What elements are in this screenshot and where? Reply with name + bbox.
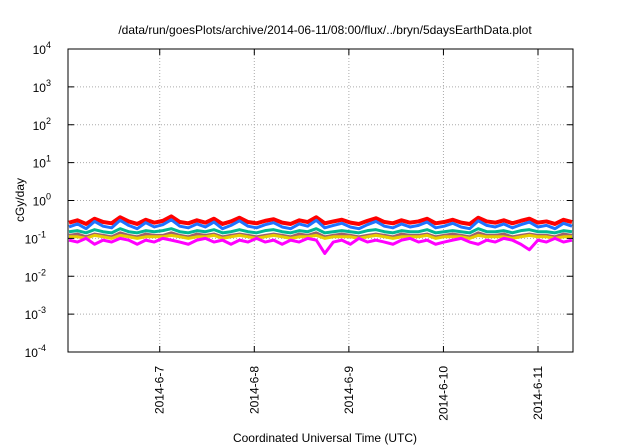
chart-title: /data/run/goesPlots/archive/2014-06-11/0…	[118, 23, 532, 37]
x-tick-label: 2014-6-8	[247, 366, 261, 414]
y-tick-label: 10-4	[25, 343, 46, 360]
y-tick-exponent: -2	[38, 267, 46, 277]
x-tick-label: 2014-6-9	[342, 366, 356, 414]
y-axis-label: cGy/day	[13, 178, 27, 222]
series-teal	[68, 227, 573, 235]
y-tick-label: 102	[33, 116, 51, 133]
x-axis: 2014-6-7 2014-6-8 2014-6-9 2014-6-10 2014-6-…	[153, 49, 545, 421]
y-tick-label: 103	[33, 78, 51, 95]
y-tick-exponent: 3	[46, 78, 51, 88]
y-tick-label: 100	[33, 192, 51, 209]
y-tick-exponent: 1	[46, 154, 51, 164]
x-axis-label: Coordinated Universal Time (UTC)	[233, 431, 417, 445]
y-tick-label: 10-2	[25, 267, 46, 284]
series-magenta	[68, 236, 573, 255]
y-tick-label: 104	[33, 40, 51, 57]
series-group	[68, 214, 573, 255]
y-tick-exponent: -4	[38, 343, 46, 353]
y-tick-exponent: -3	[38, 305, 46, 315]
series-red	[68, 214, 573, 226]
y-tick-exponent: 4	[46, 40, 51, 50]
grid	[68, 49, 573, 352]
series-blue	[68, 218, 573, 231]
y-tick-label: 101	[33, 154, 51, 171]
y-tick-label: 10-1	[25, 229, 46, 246]
x-tick-label: 2014-6-10	[436, 366, 450, 421]
y-tick-exponent: 2	[46, 116, 51, 126]
x-tick-label: 2014-6-11	[531, 366, 545, 420]
y-tick-label: 10-3	[25, 305, 46, 322]
y-tick-exponent: -1	[38, 229, 46, 239]
y-tick-exponent: 0	[46, 192, 51, 202]
series-yellow	[69, 233, 572, 240]
x-tick-label: 2014-6-7	[153, 366, 167, 414]
